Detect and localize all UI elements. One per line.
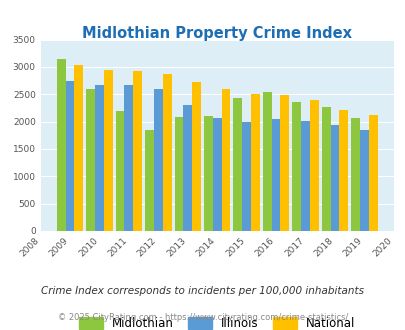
Text: Midlothian Property Crime Index: Midlothian Property Crime Index bbox=[82, 26, 352, 41]
Bar bbox=[250, 94, 259, 231]
Bar bbox=[153, 89, 162, 231]
Bar bbox=[203, 115, 212, 231]
Bar bbox=[212, 118, 221, 231]
Bar bbox=[95, 85, 104, 231]
Bar bbox=[145, 130, 153, 231]
Bar bbox=[242, 122, 250, 231]
Bar bbox=[301, 121, 309, 231]
Bar bbox=[309, 100, 318, 231]
Bar bbox=[359, 130, 368, 231]
Bar bbox=[221, 89, 230, 231]
Bar bbox=[133, 71, 142, 231]
Legend: Midlothian, Illinois, National: Midlothian, Illinois, National bbox=[79, 317, 354, 330]
Bar bbox=[350, 118, 359, 231]
Text: © 2025 CityRating.com - https://www.cityrating.com/crime-statistics/: © 2025 CityRating.com - https://www.city… bbox=[58, 313, 347, 322]
Bar bbox=[66, 81, 74, 231]
Bar bbox=[271, 119, 280, 231]
Bar bbox=[124, 85, 133, 231]
Bar bbox=[330, 125, 339, 231]
Bar bbox=[104, 70, 113, 231]
Bar bbox=[192, 82, 200, 231]
Bar bbox=[339, 110, 347, 231]
Bar bbox=[86, 89, 95, 231]
Bar bbox=[321, 107, 330, 231]
Bar bbox=[292, 102, 301, 231]
Bar bbox=[174, 117, 183, 231]
Bar bbox=[57, 59, 66, 231]
Bar bbox=[183, 105, 192, 231]
Bar bbox=[280, 95, 289, 231]
Bar bbox=[262, 92, 271, 231]
Bar bbox=[74, 65, 83, 231]
Bar bbox=[162, 74, 171, 231]
Bar bbox=[115, 111, 124, 231]
Bar bbox=[233, 98, 242, 231]
Text: Crime Index corresponds to incidents per 100,000 inhabitants: Crime Index corresponds to incidents per… bbox=[41, 286, 364, 296]
Bar bbox=[368, 115, 377, 231]
